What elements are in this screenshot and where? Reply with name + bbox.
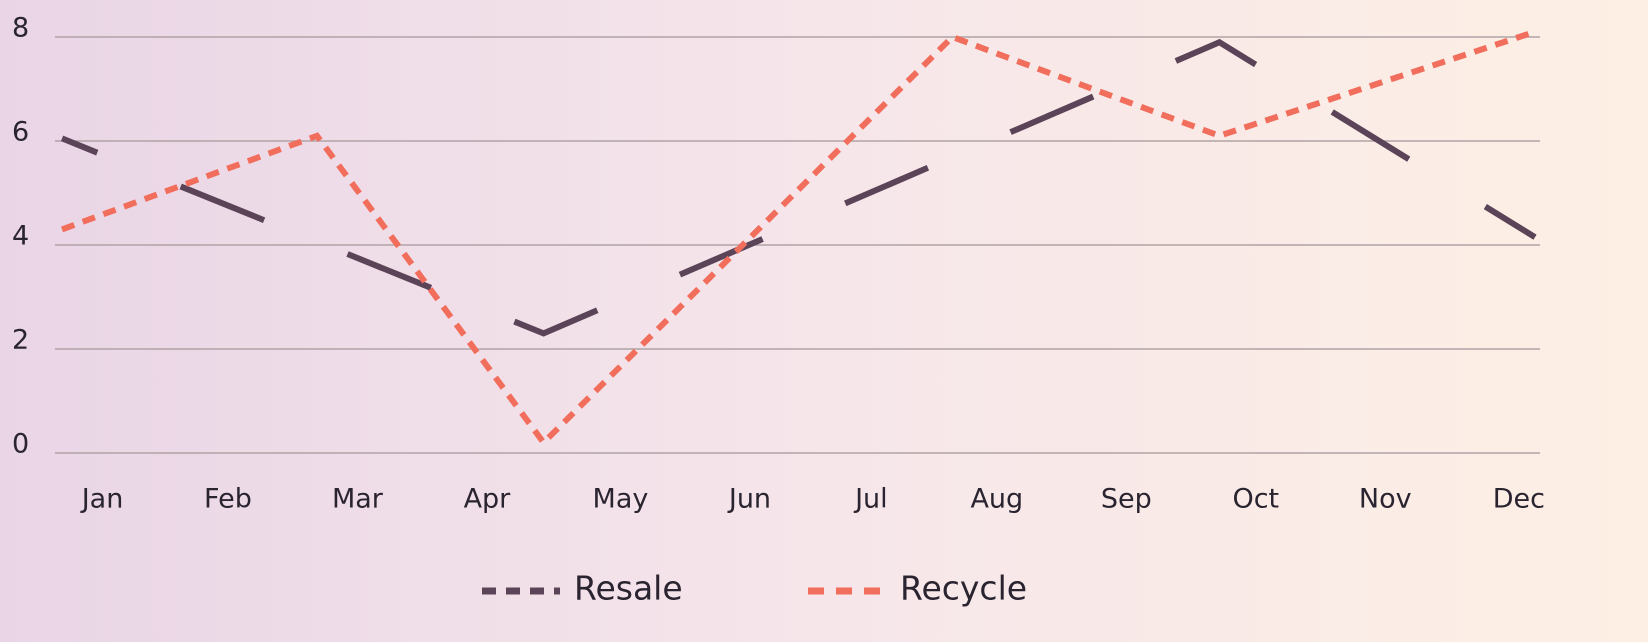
y-tick-label: 6 bbox=[12, 117, 29, 148]
y-tick-label: 0 bbox=[12, 429, 29, 460]
x-tick-label: Feb bbox=[204, 484, 252, 515]
line bbox=[61, 28, 1536, 448]
y-tick-label: 8 bbox=[12, 13, 29, 44]
x-tick-label: May bbox=[593, 484, 649, 515]
legend-label: Recycle bbox=[900, 569, 1027, 608]
legend-label: Resale bbox=[574, 569, 683, 608]
x-tick-label: Apr bbox=[464, 484, 512, 515]
x-tick-label: Aug bbox=[970, 484, 1023, 515]
x-tick-label: Oct bbox=[1232, 484, 1279, 515]
x-tick-label: Mar bbox=[332, 484, 384, 515]
x-tick-label: Nov bbox=[1359, 484, 1412, 515]
x-tick-label: Dec bbox=[1493, 484, 1545, 515]
x-tick-label: Jul bbox=[853, 484, 888, 515]
x-tick-label: Jan bbox=[80, 484, 124, 515]
x-tick-label: Jun bbox=[727, 484, 771, 515]
x-tick-label: Sep bbox=[1101, 484, 1152, 515]
y-tick-label: 2 bbox=[12, 325, 29, 356]
line bbox=[60, 38, 1537, 337]
y-tick-label: 4 bbox=[12, 221, 29, 252]
